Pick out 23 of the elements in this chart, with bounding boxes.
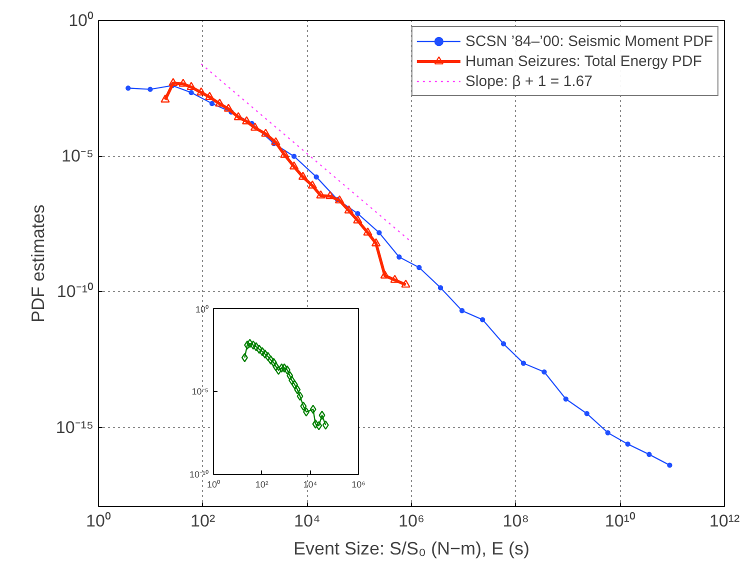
x-tick-label: 10⁴ <box>303 480 318 490</box>
y-tick-label: 10⁰ <box>195 304 209 314</box>
y-tick-label: 10⁻⁵ <box>192 386 209 396</box>
x-tick-label: 10⁰ <box>206 480 220 490</box>
y-tick-label: 10⁻¹⁰ <box>189 470 209 480</box>
x-tick-label: 10¹⁰ <box>604 512 636 530</box>
y-tick-label: 10⁰ <box>68 11 94 30</box>
x-tick-label: 10¹² <box>709 512 740 530</box>
legend-label: Slope: β + 1 = 1.67 <box>465 72 592 90</box>
x-tick-label: 10² <box>190 512 216 530</box>
y-tick-label: 10⁻¹⁵ <box>56 418 94 437</box>
y-tick-label: 10⁻¹⁰ <box>56 282 94 302</box>
x-axis-title: Event Size: S/S₀ (N−m), E (s) <box>293 538 530 558</box>
x-tick-label: 10² <box>255 480 268 490</box>
legend-label: Human Seizures: Total Energy PDF <box>465 52 702 70</box>
x-tick-label: 10⁶ <box>352 480 366 490</box>
x-tick-label: 10⁰ <box>86 512 111 530</box>
x-tick-label: 10⁴ <box>294 512 320 530</box>
x-tick-label: 10⁶ <box>398 512 424 530</box>
legend-label: SCSN ’84–’00: Seismic Moment PDF <box>465 32 713 50</box>
y-tick-label: 10⁻⁵ <box>62 146 94 166</box>
y-axis-title: PDF estimates <box>28 204 48 323</box>
x-tick-label: 10⁸ <box>502 512 529 530</box>
